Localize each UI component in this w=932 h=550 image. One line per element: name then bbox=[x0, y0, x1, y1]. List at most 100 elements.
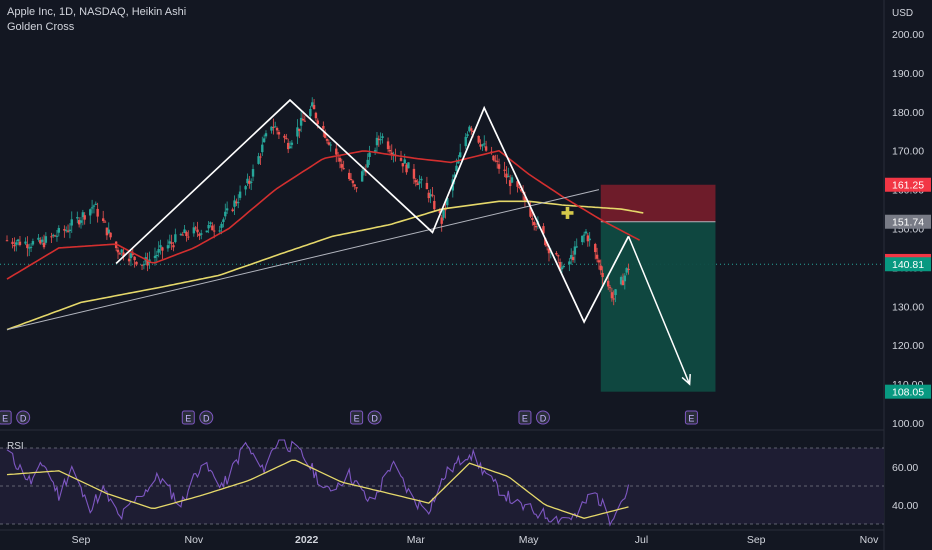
candle-up bbox=[560, 267, 564, 270]
candle-up bbox=[373, 150, 377, 152]
price-label-badge[interactable]: 108.05 bbox=[885, 384, 931, 399]
event-label: E bbox=[688, 414, 694, 424]
dividend-event-icon[interactable]: D bbox=[16, 410, 31, 425]
candle-down bbox=[405, 164, 408, 173]
candle-down bbox=[187, 236, 190, 238]
price-label-text: 108.05 bbox=[892, 387, 924, 399]
candle-down bbox=[185, 232, 188, 236]
candle-down bbox=[325, 139, 329, 141]
event-badge bbox=[199, 410, 214, 425]
price-tick-label: 130.00 bbox=[892, 301, 924, 313]
currency-label: USD bbox=[892, 8, 913, 19]
candle-up bbox=[65, 230, 68, 232]
cross-marker-v bbox=[565, 206, 570, 219]
candle-down bbox=[401, 163, 405, 167]
candle-down bbox=[479, 144, 482, 147]
candle-up bbox=[573, 246, 577, 255]
candle-down bbox=[388, 150, 392, 152]
candle-down bbox=[39, 240, 42, 244]
candle-down bbox=[621, 280, 625, 286]
candle-down bbox=[492, 155, 495, 161]
candle-down bbox=[545, 245, 549, 247]
event-badge bbox=[16, 410, 31, 425]
rsi-title: RSI bbox=[7, 441, 24, 452]
candle-down bbox=[161, 247, 164, 251]
candle-down bbox=[327, 142, 331, 145]
candle-down bbox=[285, 138, 288, 140]
earnings-event-icon[interactable]: E bbox=[181, 410, 195, 425]
candle-up bbox=[153, 255, 157, 259]
candle-down bbox=[529, 207, 532, 217]
projection-arrow[interactable] bbox=[627, 235, 691, 385]
candle-down bbox=[135, 261, 138, 265]
event-label: E bbox=[2, 414, 8, 424]
candle-down bbox=[547, 248, 551, 254]
price-label-badge[interactable]: 161.25 bbox=[885, 177, 931, 192]
candle-down bbox=[211, 225, 214, 231]
rsi-pane: RSI bbox=[0, 439, 884, 527]
candle-up bbox=[57, 228, 61, 233]
candle-up bbox=[625, 268, 628, 273]
candle-down bbox=[116, 249, 120, 253]
price-label-badge[interactable]: 151.74 bbox=[885, 214, 931, 229]
dividend-event-icon[interactable]: D bbox=[367, 410, 382, 425]
candle-down bbox=[11, 241, 14, 245]
trendline[interactable] bbox=[6, 189, 600, 331]
candle-down bbox=[599, 265, 602, 271]
candle-up bbox=[40, 239, 44, 242]
candle-up bbox=[81, 212, 85, 218]
candle-down bbox=[440, 217, 443, 224]
candle-down bbox=[349, 178, 353, 180]
event-label: D bbox=[203, 414, 210, 424]
candle-up bbox=[575, 246, 578, 248]
event-label: E bbox=[185, 414, 191, 424]
candle-down bbox=[427, 192, 430, 199]
candle-down bbox=[351, 180, 355, 184]
candle-up bbox=[94, 203, 97, 205]
earnings-event-icon[interactable]: E bbox=[350, 410, 364, 425]
candle-up bbox=[174, 234, 177, 243]
dividend-event-icon[interactable]: D bbox=[535, 410, 550, 425]
price-label-bg bbox=[885, 177, 931, 192]
candle-up bbox=[329, 144, 332, 146]
candle-down bbox=[558, 262, 562, 271]
earnings-event-icon[interactable]: E bbox=[518, 410, 532, 425]
earnings-event-icon[interactable]: E bbox=[684, 410, 698, 425]
candle-down bbox=[518, 187, 521, 189]
candle-up bbox=[446, 198, 449, 206]
earnings-event-icon[interactable]: E bbox=[0, 410, 12, 425]
candle-down bbox=[557, 255, 560, 257]
candle-down bbox=[497, 164, 501, 169]
price-label-badge[interactable]: 140.81 bbox=[885, 257, 931, 272]
drawings[interactable] bbox=[6, 98, 691, 386]
candle-down bbox=[118, 253, 122, 255]
candle-down bbox=[181, 234, 184, 236]
candle-up bbox=[569, 255, 573, 259]
candle-up bbox=[90, 207, 94, 209]
price-tick-label: 200.00 bbox=[892, 29, 924, 41]
price-tick-label: 190.00 bbox=[892, 68, 924, 80]
ma-long-line bbox=[6, 200, 644, 331]
time-axis[interactable]: Sep Nov 2022 Mar May Jul Sep Nov bbox=[72, 534, 879, 546]
dividend-event-icon[interactable]: D bbox=[199, 410, 214, 425]
candle-down bbox=[542, 226, 545, 234]
candle-down bbox=[212, 230, 216, 232]
candle-up bbox=[220, 223, 223, 228]
candle-up bbox=[381, 136, 384, 139]
candle-up bbox=[581, 235, 584, 243]
candle-down bbox=[275, 127, 279, 131]
candle-down bbox=[335, 148, 338, 155]
candle-down bbox=[314, 112, 318, 119]
candle-up bbox=[224, 211, 227, 217]
candle-up bbox=[222, 219, 225, 223]
candle-up bbox=[290, 142, 294, 145]
price-axis[interactable]: USD100.00110.00120.00130.00140.00150.001… bbox=[885, 8, 931, 512]
candle-down bbox=[127, 258, 131, 262]
candle-down bbox=[231, 209, 234, 212]
candle-down bbox=[172, 245, 175, 248]
candle-up bbox=[168, 241, 171, 244]
zigzag-pattern[interactable] bbox=[115, 98, 630, 324]
stop-loss-zone[interactable] bbox=[600, 184, 716, 222]
